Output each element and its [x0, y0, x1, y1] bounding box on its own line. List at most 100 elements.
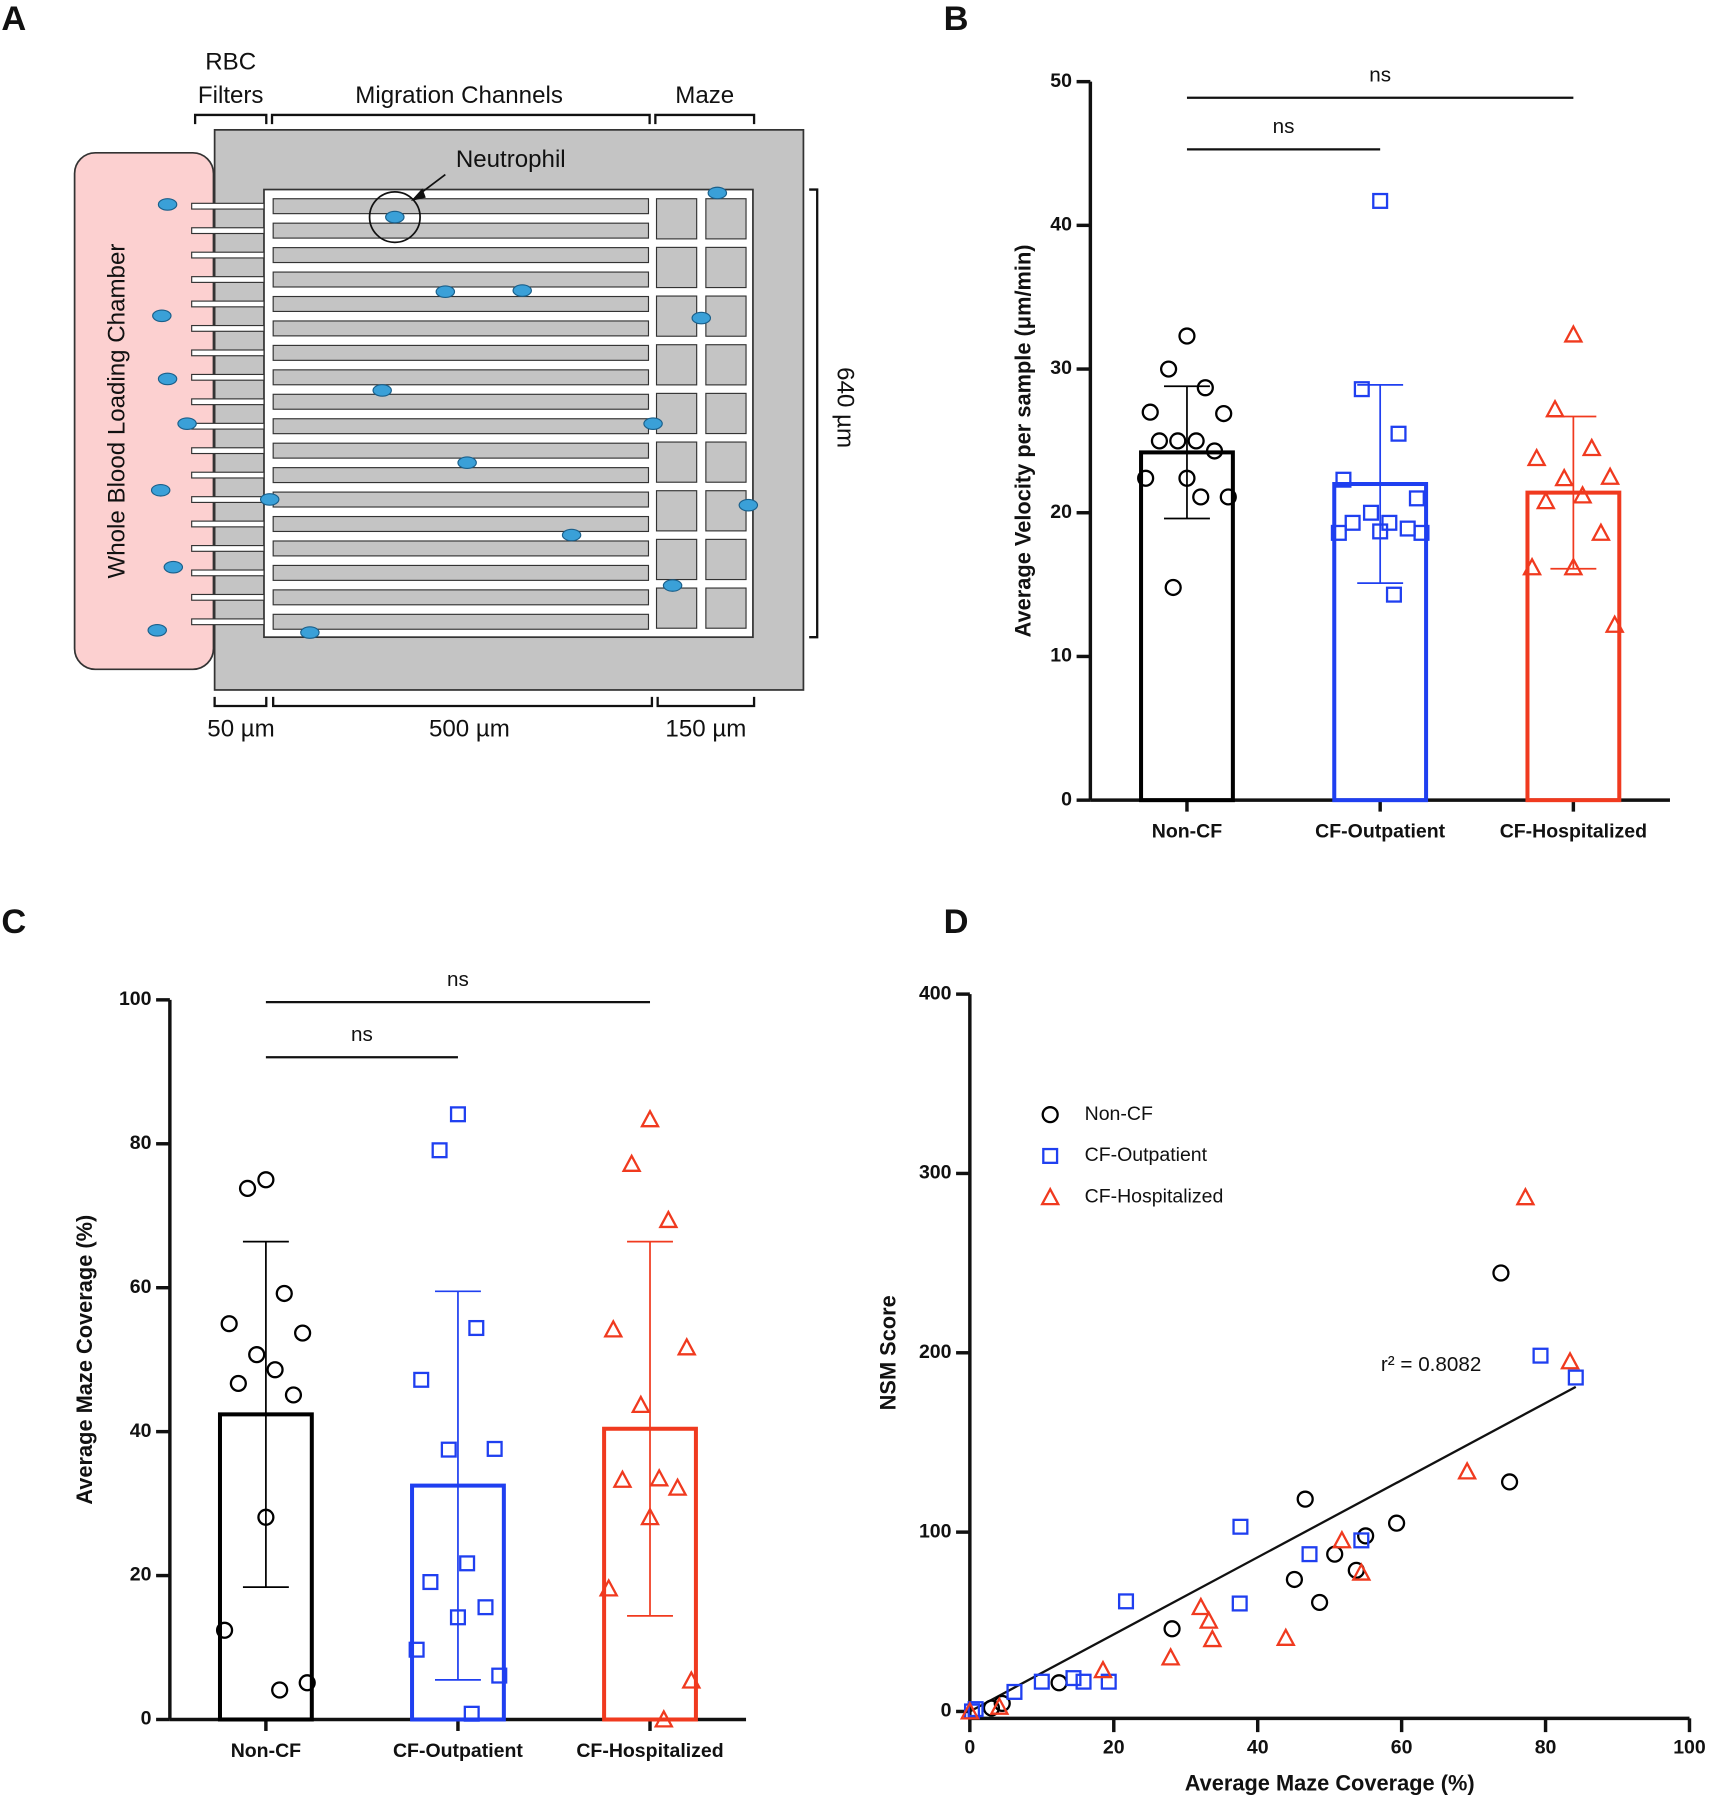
- point: [271, 1681, 289, 1699]
- point: [1033, 1673, 1050, 1690]
- point: [408, 1641, 425, 1658]
- maze-block: [705, 490, 747, 532]
- panel-label: C: [1, 903, 26, 941]
- point: [1164, 578, 1182, 597]
- point: [229, 1374, 247, 1393]
- filter-channel: [191, 422, 265, 430]
- x-tick-label: CF-Hospitalized: [1500, 820, 1647, 842]
- maze-block: [705, 587, 747, 629]
- cell: [385, 210, 405, 224]
- point: [1093, 1659, 1113, 1679]
- point: [1351, 1562, 1372, 1581]
- point: [667, 1477, 688, 1496]
- y-tick-label: 60: [130, 1276, 152, 1298]
- cell: [177, 417, 197, 430]
- filter-channel: [191, 227, 265, 235]
- point: [1381, 514, 1398, 531]
- chamber-label: Whole Blood Loading Chamber: [104, 244, 131, 579]
- point: [959, 1701, 980, 1720]
- point: [1050, 1674, 1068, 1692]
- migration-channel: [272, 442, 650, 459]
- filter-channel: [191, 593, 265, 601]
- point: [1006, 1683, 1023, 1700]
- point: [681, 1670, 702, 1689]
- point: [266, 1361, 284, 1379]
- maze-block: [705, 441, 747, 483]
- migration-channel: [272, 295, 650, 313]
- point: [1413, 524, 1430, 541]
- point: [1331, 1529, 1352, 1549]
- legend-label: Non-CF: [1085, 1103, 1153, 1125]
- cell: [435, 285, 456, 299]
- cell: [738, 498, 759, 512]
- point: [1215, 404, 1233, 423]
- cell: [157, 372, 178, 386]
- significance-label: ns: [1273, 115, 1295, 138]
- point: [612, 1469, 633, 1488]
- arrow-head: [410, 188, 426, 202]
- point: [1572, 485, 1593, 504]
- point: [630, 1394, 651, 1414]
- cell-highlight: [368, 190, 421, 244]
- legend-label: CF-Hospitalized: [1085, 1185, 1224, 1207]
- point: [1141, 403, 1159, 421]
- y-tick-label: 200: [919, 1341, 952, 1363]
- y-tick-label: 100: [919, 1520, 952, 1542]
- x-tick-label: 100: [1673, 1736, 1706, 1758]
- point: [1202, 1628, 1223, 1648]
- point: [422, 1574, 439, 1591]
- y-tick-label: 20: [130, 1564, 152, 1586]
- point: [649, 1467, 670, 1487]
- legend-marker: [1041, 1106, 1059, 1124]
- maze-block: [705, 198, 747, 240]
- point: [1196, 379, 1214, 397]
- point: [676, 1336, 697, 1356]
- significance-label: ns: [1369, 63, 1391, 86]
- legend-marker: [1042, 1147, 1059, 1164]
- significance-label: ns: [447, 968, 469, 991]
- y-axis-label: Average Velocity per sample (μm/min): [1011, 244, 1036, 637]
- migration-channel: [272, 198, 650, 215]
- point: [1408, 490, 1425, 507]
- filters-label: Filters: [198, 82, 264, 109]
- point: [1563, 556, 1584, 576]
- width-label: 50 µm: [207, 715, 274, 742]
- x-tick-label: 80: [1535, 1736, 1557, 1758]
- migration-channel: [272, 393, 650, 410]
- filter-channel: [191, 398, 265, 406]
- cell: [691, 311, 712, 325]
- filter-channel: [191, 373, 265, 381]
- filter-channel: [191, 618, 265, 626]
- x-tick-label: 40: [1247, 1736, 1269, 1758]
- migration-channel: [272, 564, 650, 581]
- filter-channel: [191, 276, 265, 283]
- migration-channel: [272, 369, 650, 386]
- filter-channel: [191, 202, 265, 210]
- cell: [561, 528, 582, 542]
- filter-channel: [191, 471, 265, 479]
- point: [1065, 1670, 1082, 1687]
- panel-label: D: [944, 903, 969, 941]
- point: [653, 1709, 674, 1728]
- point: [1390, 425, 1407, 442]
- point: [1190, 1596, 1211, 1616]
- migration-channel: [272, 540, 650, 557]
- point: [1590, 522, 1611, 541]
- point: [658, 1209, 679, 1229]
- x-tick-label: CF-Outpatient: [1315, 820, 1445, 842]
- y-axis-label: NSM Score: [875, 1295, 900, 1410]
- y-tick-label: 40: [130, 1420, 152, 1442]
- point: [603, 1318, 624, 1338]
- y-tick-label: 100: [119, 988, 152, 1010]
- filter-channel: [191, 447, 265, 455]
- point: [1385, 586, 1402, 603]
- point: [1344, 514, 1361, 531]
- point: [1075, 1673, 1092, 1690]
- cell-label: Neutrophil: [456, 146, 566, 173]
- height-label: 640 µm: [831, 367, 858, 448]
- maze-block: [655, 295, 698, 337]
- fit-line: [969, 1385, 1577, 1713]
- cell: [643, 417, 663, 430]
- point: [1198, 1610, 1219, 1629]
